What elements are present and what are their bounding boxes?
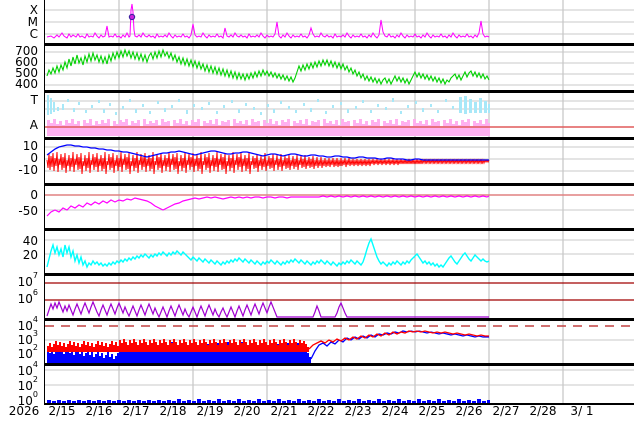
panel-magnetic-field-bz <box>44 140 634 183</box>
panel-magnetic-field-svg <box>45 140 634 183</box>
xtick-12: 2/26 <box>455 404 483 418</box>
ylabel-alpha-A: A <box>29 118 38 132</box>
ylabel-bfield-neg10: -10 <box>18 163 38 177</box>
xtick-7: 2/21 <box>270 404 298 418</box>
xtick-10: 2/24 <box>381 404 409 418</box>
xtick-1: 2/15 <box>48 404 76 418</box>
ylabel-dst-0: 0 <box>30 188 38 202</box>
xtick-15: 3/ 1 <box>570 404 594 418</box>
separator-2 <box>44 90 634 93</box>
series-proton-flux-gt100mev-line <box>310 330 489 360</box>
panel-proton-density <box>44 276 634 318</box>
xtick-11: 2/25 <box>418 404 446 418</box>
ylabel-wind-700: 700 <box>15 44 38 58</box>
xtick-8: 2/22 <box>307 404 335 418</box>
separator-6 <box>44 273 634 276</box>
panel-electron-flux-low <box>44 366 634 404</box>
ylabel-xray-C: C <box>29 27 38 41</box>
separator-8 <box>44 363 634 366</box>
series-dst <box>46 195 490 217</box>
separator-1 <box>44 43 634 46</box>
panel-dst-index <box>44 186 634 228</box>
panel-proton-flux <box>44 321 634 363</box>
xtick-3: 2/17 <box>122 404 150 418</box>
xtick-4: 2/18 <box>159 404 187 418</box>
ylabel-xray-M: M <box>27 15 38 29</box>
xtick-0: 2026 <box>8 404 40 418</box>
series-goes-xray-long <box>46 3 490 40</box>
series-electron-flux <box>46 300 489 318</box>
ylabel-protonflux-1e2: 102 <box>17 343 38 361</box>
flare-marker <box>128 13 136 21</box>
series-bz-component <box>46 151 490 175</box>
ylabel-kp-40: 40 <box>22 234 38 248</box>
panel-solar-wind-speed <box>44 46 634 90</box>
series-proton-flux-gt100mev <box>47 342 311 363</box>
panel-xray-flux-svg <box>45 0 634 43</box>
separator-4 <box>44 183 634 186</box>
ylabel-density-1e7: 107 <box>17 271 38 289</box>
panel-temperature <box>44 93 634 117</box>
ylabel-bfield-0: 0 <box>30 151 38 165</box>
ylabel-kp-20: 20 <box>22 248 38 262</box>
panel-density-svg <box>45 276 634 318</box>
panel-xray-flux <box>44 0 634 43</box>
panel-alpha-proton <box>44 117 634 137</box>
ylabel-bfield-10: 10 <box>22 139 38 153</box>
separator-7 <box>44 318 634 321</box>
series-bt-total-field <box>46 144 489 161</box>
panel-dst-svg <box>45 186 634 228</box>
series-low-energy-electrons <box>47 399 490 403</box>
panel-kp-index <box>44 231 634 273</box>
ylabel-wind-500: 500 <box>15 66 38 80</box>
panel-proton-flux-svg <box>45 321 634 363</box>
ylabel-wind-400: 400 <box>15 77 38 91</box>
panel-temperature-svg <box>45 93 634 117</box>
x-axis-ticks: 2026 2/15 2/16 2/17 2/18 2/19 2/20 2/21 … <box>0 404 634 424</box>
series-wind-speed <box>46 48 490 86</box>
ylabel-electron-1e0: 100 <box>17 390 38 408</box>
series-kp-ap <box>46 237 490 269</box>
ylabel-electron-1e2: 102 <box>17 375 38 393</box>
ylabel-density-1e6: 106 <box>17 288 38 306</box>
ylabel-wind-600: 600 <box>15 55 38 69</box>
separator-3 <box>44 137 634 140</box>
x-axis-line <box>44 403 634 405</box>
panel-kp-svg <box>45 231 634 273</box>
series-proton-flux-gt10mev <box>47 339 309 352</box>
xtick-2: 2/16 <box>85 404 113 418</box>
xtick-14: 2/28 <box>529 404 557 418</box>
panel-alpha-proton-svg <box>45 117 634 137</box>
ylabel-temperature-T: T <box>30 93 38 107</box>
series-proton-flux-gt10mev-line <box>308 330 489 350</box>
separator-5 <box>44 228 634 231</box>
series-proton-temperature <box>47 95 490 115</box>
xtick-5: 2/19 <box>196 404 224 418</box>
ylabel-xray-X: X <box>29 3 38 17</box>
xtick-6: 2/20 <box>233 404 261 418</box>
ylabel-protonflux-1e3: 103 <box>17 329 38 347</box>
ylabel-protonflux-1e4: 104 <box>17 315 38 333</box>
ylabel-dst-neg50: -50 <box>18 204 38 218</box>
xtick-13: 2/27 <box>492 404 520 418</box>
ylabel-electron-1e4: 104 <box>17 360 38 378</box>
xtick-9: 2/23 <box>344 404 372 418</box>
panel-electron-low-svg <box>45 366 634 404</box>
panel-solar-wind-speed-svg <box>45 46 634 90</box>
